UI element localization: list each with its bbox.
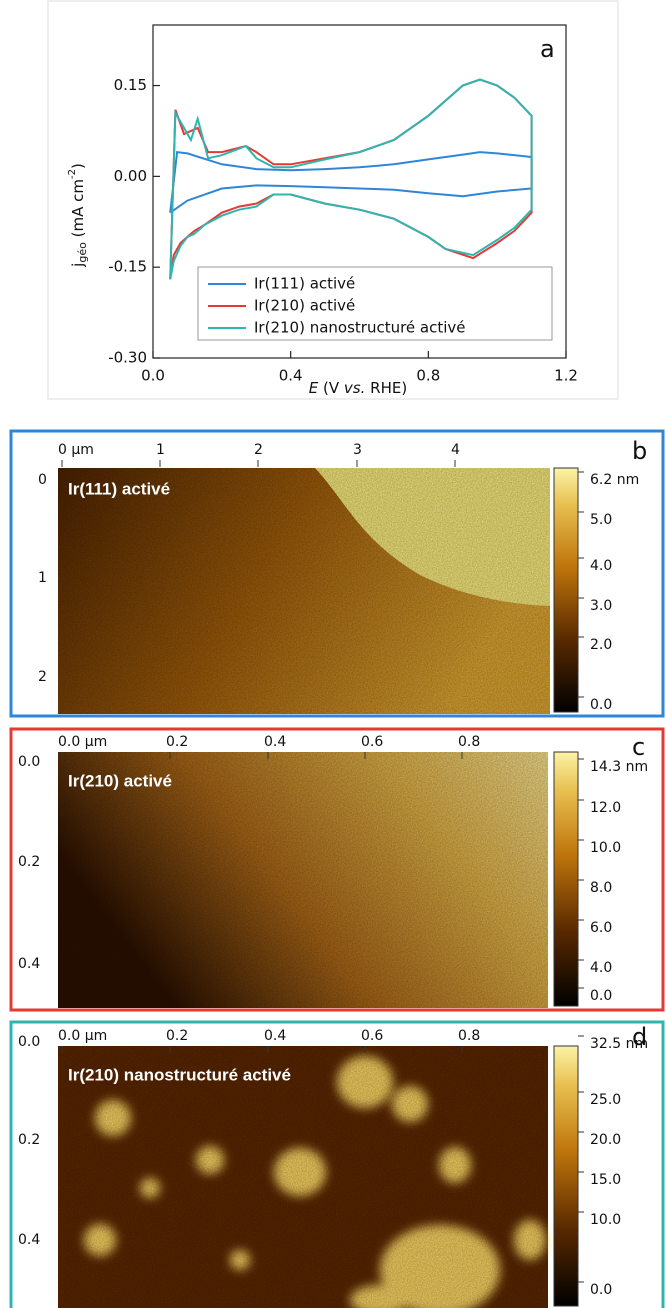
colorbar	[553, 751, 579, 1007]
y-tick-label: 0.2	[18, 854, 40, 870]
x-tick-label: 0.0	[141, 367, 165, 385]
x-tick-label: 0.4	[279, 367, 303, 385]
colorbar-label: 8.0	[590, 880, 612, 896]
colorbar-label: 3.0	[590, 598, 612, 614]
x-tick-label: 2	[254, 442, 263, 458]
x-tick-label: 0.0 µm	[58, 734, 107, 750]
x-tick-label: 0.4	[264, 734, 286, 750]
colorbar-label: 2.0	[590, 637, 612, 653]
y-label-part: (mA cm	[69, 179, 87, 242]
colorbar-label: 6.2 nm	[590, 472, 639, 488]
x-tick-label: 0.0 µm	[58, 1028, 107, 1044]
panel-letter: a	[540, 35, 555, 63]
colorbar-label: 6.0	[590, 920, 612, 936]
y-tick-label: 0.15	[114, 76, 147, 94]
colorbar-label: 32.5 nm	[590, 1036, 648, 1052]
image-title: Ir(111) activé	[68, 479, 170, 498]
x-tick-label: 0.6	[361, 734, 383, 750]
x-tick-label: 3	[353, 442, 362, 458]
plot-frame	[152, 24, 567, 359]
colorbar-label: 5.0	[590, 512, 612, 528]
afm-image	[58, 1046, 548, 1308]
colorbar-label: 12.0	[590, 800, 621, 816]
y-label-part: -2	[67, 169, 78, 179]
x-axis-label: E (V vs. RHE)	[309, 379, 407, 397]
colorbar-label: 10.0	[590, 840, 621, 856]
colorbar-label: 0.0	[590, 1282, 612, 1298]
y-tick-label: 0.4	[18, 1232, 40, 1248]
y-tick-label: 0.4	[18, 956, 40, 972]
colorbar-label: 14.3 nm	[590, 759, 648, 775]
colorbar-label: 15.0	[590, 1172, 621, 1188]
panel-frame	[9, 429, 665, 718]
legend-label: Ir(111) activé	[254, 275, 355, 293]
colorbar-label: 25.0	[590, 1092, 621, 1108]
panel-frame	[9, 1020, 665, 1308]
afm-image	[58, 752, 548, 1008]
legend-label: Ir(210) activé	[254, 297, 355, 315]
image-title: Ir(210) nanostructuré activé	[68, 1065, 291, 1084]
x-label-part: RHE)	[365, 379, 407, 397]
legend-label: Ir(210) nanostructuré activé	[254, 319, 466, 337]
afm-image	[58, 468, 550, 714]
panel-letter: c	[632, 733, 645, 761]
y-tick-label: 0	[38, 472, 47, 488]
y-tick-label: 2	[38, 669, 47, 685]
y-tick-label: -0.15	[108, 258, 147, 276]
colorbar-label: 4.0	[590, 558, 612, 574]
x-tick-label: 0.8	[416, 367, 440, 385]
colorbar	[553, 1045, 579, 1307]
colorbar	[553, 467, 579, 713]
x-tick-label: 4	[451, 442, 460, 458]
cv-curve	[169, 150, 533, 214]
panel-letter: d	[632, 1023, 647, 1051]
colorbar-label: 0.0	[590, 988, 612, 1004]
panel-frame	[9, 727, 665, 1012]
panel-frame	[47, 0, 619, 400]
panel-letter: b	[632, 437, 647, 465]
x-tick-label: 0.8	[458, 1028, 480, 1044]
y-tick-label: 0.2	[18, 1132, 40, 1148]
x-tick-label: 0.8	[458, 734, 480, 750]
colorbar-label: 10.0	[590, 1212, 621, 1228]
x-label-part: (V	[318, 379, 344, 397]
x-tick-label: 0.2	[166, 1028, 188, 1044]
y-tick-label: 0.0	[18, 754, 40, 770]
y-axis-label: jgéo (mA cm-2)	[67, 163, 89, 268]
x-tick-label: 0 µm	[58, 442, 94, 458]
y-tick-label: -0.30	[108, 349, 147, 367]
y-label-part: )	[69, 163, 87, 169]
x-tick-label: 0.6	[361, 1028, 383, 1044]
y-tick-label: 0.0	[18, 1034, 40, 1050]
image-title: Ir(210) activé	[68, 771, 172, 790]
y-tick-label: 1	[38, 570, 47, 586]
y-tick-label: 0.00	[114, 167, 147, 185]
x-label-part: E	[309, 379, 319, 397]
y-label-part: j	[69, 263, 87, 268]
colorbar-label: 0.0	[590, 697, 612, 713]
x-tick-label: 0.2	[166, 734, 188, 750]
y-label-part: géo	[76, 242, 89, 263]
cv-curve	[169, 78, 533, 280]
colorbar-label: 4.0	[590, 960, 612, 976]
colorbar-label: 20.0	[590, 1132, 621, 1148]
cv-curve	[169, 78, 533, 280]
x-tick-label: 0.4	[264, 1028, 286, 1044]
legend-box	[197, 266, 553, 341]
x-tick-label: 1.2	[554, 367, 578, 385]
x-tick-label: 1	[156, 442, 165, 458]
x-label-part: vs.	[344, 379, 365, 397]
